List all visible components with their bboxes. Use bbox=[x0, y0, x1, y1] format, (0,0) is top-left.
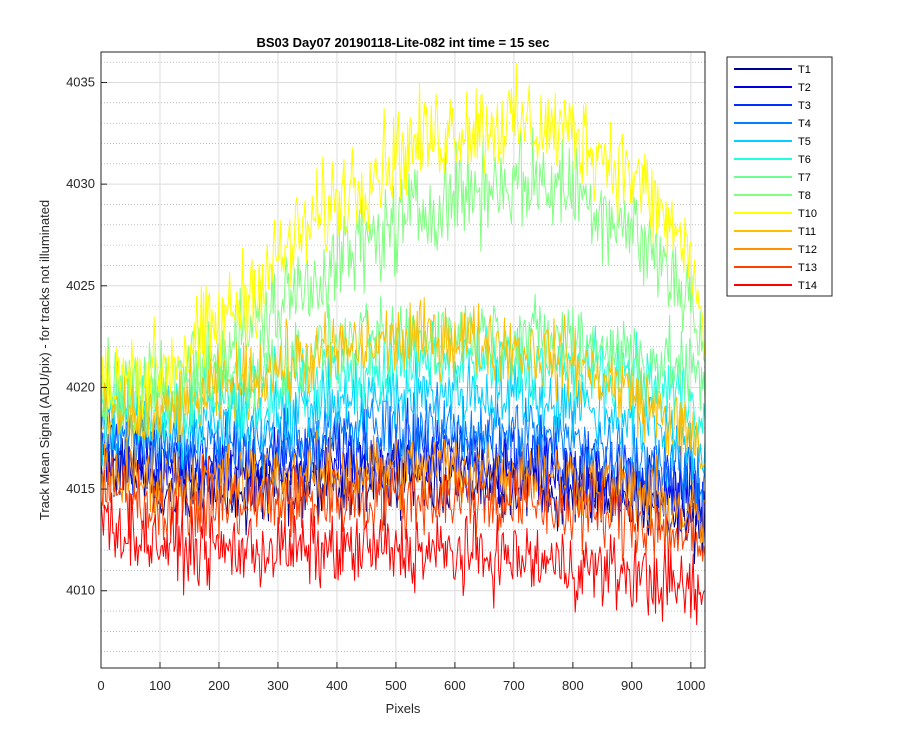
series-line-t12 bbox=[100, 429, 706, 544]
x-tick-label: 100 bbox=[149, 678, 171, 693]
y-tick-label: 4025 bbox=[66, 278, 95, 293]
y-tick-label: 4035 bbox=[66, 74, 95, 89]
y-axis-label: Track Mean Signal (ADU/pix) - for tracks… bbox=[37, 200, 52, 520]
chart-title: BS03 Day07 20190118-Lite-082 int time = … bbox=[256, 35, 549, 50]
legend-label-t14: T14 bbox=[798, 280, 817, 292]
x-tick-label: 500 bbox=[385, 678, 407, 693]
x-tick-label: 400 bbox=[326, 678, 348, 693]
legend-label-t8: T8 bbox=[798, 190, 811, 202]
legend-label-t3: T3 bbox=[798, 100, 811, 112]
y-tick-label: 4030 bbox=[66, 176, 95, 191]
legend-label-t13: T13 bbox=[798, 262, 817, 274]
series-lines bbox=[100, 63, 706, 625]
legend-label-t4: T4 bbox=[798, 118, 811, 130]
series-line-t13 bbox=[100, 455, 706, 565]
x-tick-label: 700 bbox=[503, 678, 525, 693]
x-tick-label: 1000 bbox=[676, 678, 705, 693]
x-axis-label: Pixels bbox=[386, 701, 421, 716]
series-line-t11 bbox=[100, 296, 706, 471]
legend-label-t6: T6 bbox=[798, 154, 811, 166]
x-tick-label: 800 bbox=[562, 678, 584, 693]
plot-area-border bbox=[100, 51, 706, 669]
legend-label-t2: T2 bbox=[798, 82, 811, 94]
x-tick-label: 900 bbox=[621, 678, 643, 693]
legend-label-t10: T10 bbox=[798, 208, 817, 220]
legend-label-t7: T7 bbox=[798, 172, 811, 184]
series-line-t5 bbox=[100, 349, 706, 485]
series-line-t14 bbox=[100, 490, 706, 625]
legend-label-t11: T11 bbox=[798, 226, 816, 238]
x-tick-label: 300 bbox=[267, 678, 289, 693]
x-tick-label: 0 bbox=[97, 678, 104, 693]
y-tick-label: 4010 bbox=[66, 583, 95, 598]
legend: T1 T2 T3 T4 T5 T6 T7 T8 T10 T11 T12 T13 T14 bbox=[726, 56, 833, 297]
x-tick-label: 600 bbox=[444, 678, 466, 693]
legend-label-t12: T12 bbox=[798, 244, 817, 256]
axis-ticks: 0 100 200 300 400 500 600 700 800 900 1000 4010 4015… bbox=[66, 74, 705, 693]
legend-label-t1: T1 bbox=[798, 64, 811, 76]
y-tick-label: 4020 bbox=[66, 379, 95, 394]
y-tick-label: 4015 bbox=[66, 481, 95, 496]
series-line-t4 bbox=[100, 381, 706, 512]
series-line-t10 bbox=[100, 63, 706, 435]
legend-label-t5: T5 bbox=[798, 136, 811, 148]
x-tick-label: 200 bbox=[208, 678, 230, 693]
